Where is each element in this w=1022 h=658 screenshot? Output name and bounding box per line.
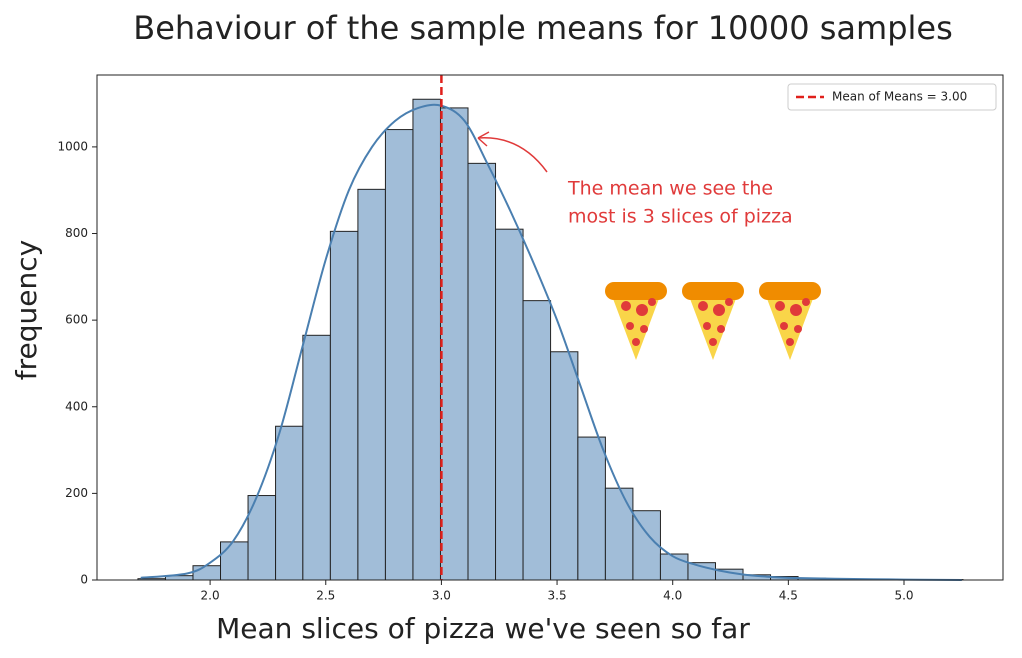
axes-frame <box>96 74 1004 581</box>
bar <box>522 300 552 581</box>
bar <box>439 107 469 581</box>
bar <box>384 129 414 581</box>
bar <box>412 98 441 581</box>
y-tick-label: 800 <box>65 226 88 240</box>
chart-title: Behaviour of the sample means for 10000 … <box>133 9 953 47</box>
bar <box>220 541 249 581</box>
annotation-arrow <box>477 137 548 173</box>
y-tick-label: 200 <box>65 486 88 500</box>
annotation-text: most is 3 slices of pizza <box>568 206 793 228</box>
bar <box>604 487 634 581</box>
bar <box>302 334 331 581</box>
y-tick-label: 600 <box>65 313 88 327</box>
bar <box>329 230 359 581</box>
x-tick-label: 2.5 <box>316 589 335 603</box>
arrow-head <box>477 131 490 147</box>
bar <box>467 162 497 581</box>
bar <box>550 351 579 581</box>
bar <box>577 436 606 581</box>
x-tick-label: 3.0 <box>432 589 451 603</box>
kde-line <box>140 103 962 581</box>
bar <box>192 565 222 581</box>
x-tick-label: 4.5 <box>779 589 798 603</box>
y-axis-label: frequency <box>10 240 43 380</box>
pizza-icons <box>605 282 821 360</box>
legend-box <box>787 83 997 111</box>
x-axis-label: Mean slices of pizza we've seen so far <box>216 612 750 645</box>
x-tick-label: 3.5 <box>548 589 567 603</box>
x-tick-label: 5.0 <box>894 589 913 603</box>
y-tick-label: 400 <box>65 399 88 413</box>
legend-label: Mean of Means = 3.00 <box>832 90 967 104</box>
y-tick-label: 0 <box>80 573 88 587</box>
y-tick-label: 1000 <box>57 139 88 153</box>
bar <box>357 188 386 581</box>
bar <box>687 562 716 581</box>
pizza <box>605 282 667 360</box>
x-tick-label: 4.0 <box>663 589 682 603</box>
pizza <box>759 282 821 360</box>
bar <box>275 425 304 581</box>
bar <box>495 228 524 581</box>
pizza <box>682 282 744 360</box>
annotation-text: The mean we see the <box>567 178 773 200</box>
x-tick-label: 2.0 <box>201 589 220 603</box>
